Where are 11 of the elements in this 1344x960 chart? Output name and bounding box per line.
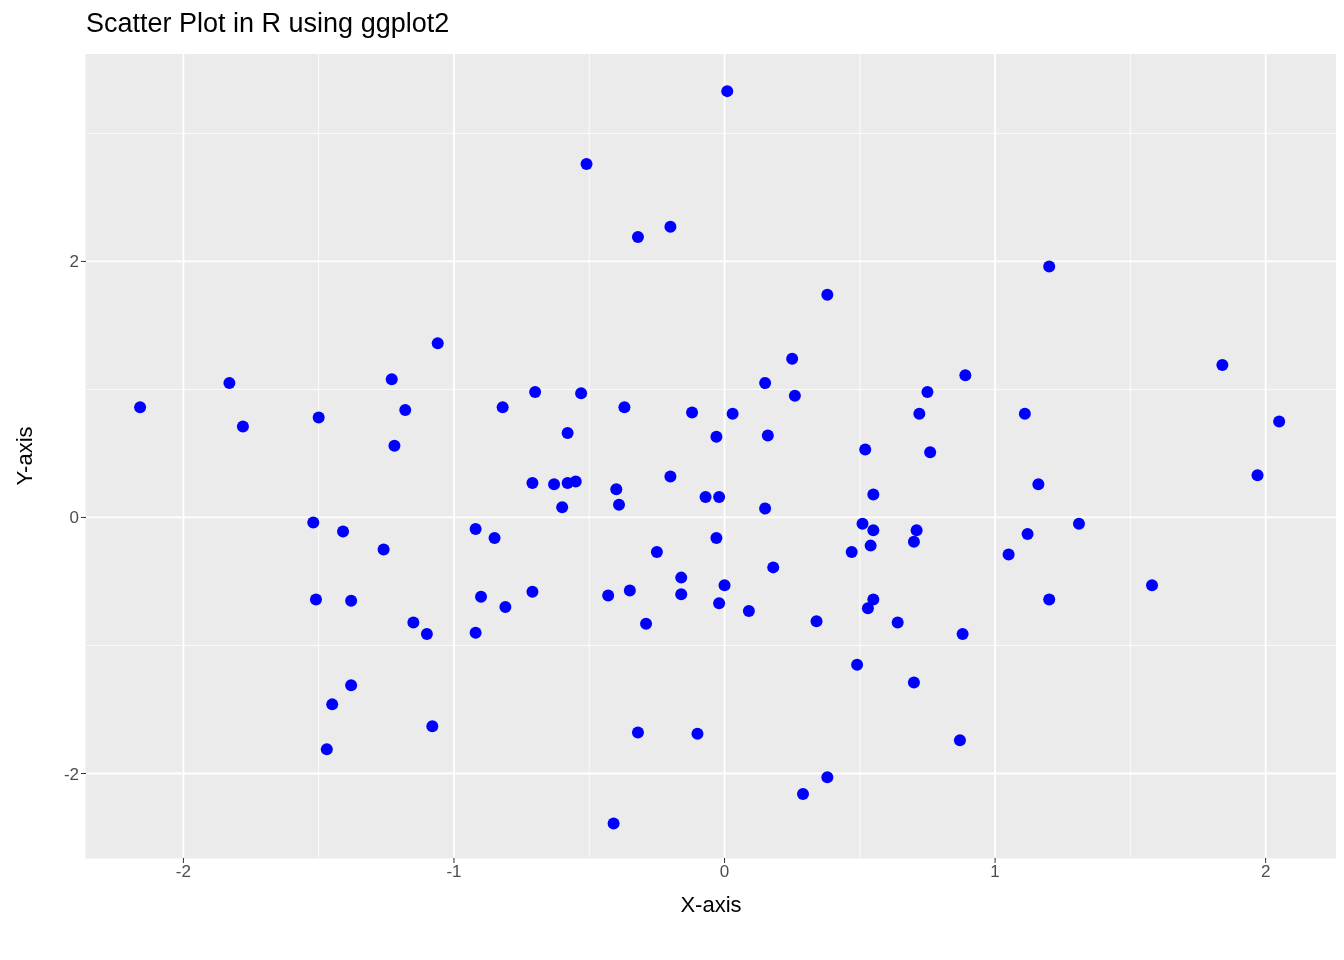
x-tick-label: -1 <box>446 862 462 882</box>
chart-title: Scatter Plot in R using ggplot2 <box>86 8 451 40</box>
x-tick-label: 2 <box>1260 862 1271 882</box>
y-tick-label: 0 <box>69 508 79 528</box>
x-tick-label: -2 <box>175 862 191 882</box>
y-axis-title: Y-axis <box>11 426 37 486</box>
x-axis-title: X-axis <box>680 892 742 917</box>
y-tick-label: -2 <box>63 764 79 784</box>
x-tick-label: 0 <box>719 862 730 882</box>
y-tick-label: 2 <box>69 252 79 272</box>
x-tick-label: 1 <box>990 862 1000 882</box>
